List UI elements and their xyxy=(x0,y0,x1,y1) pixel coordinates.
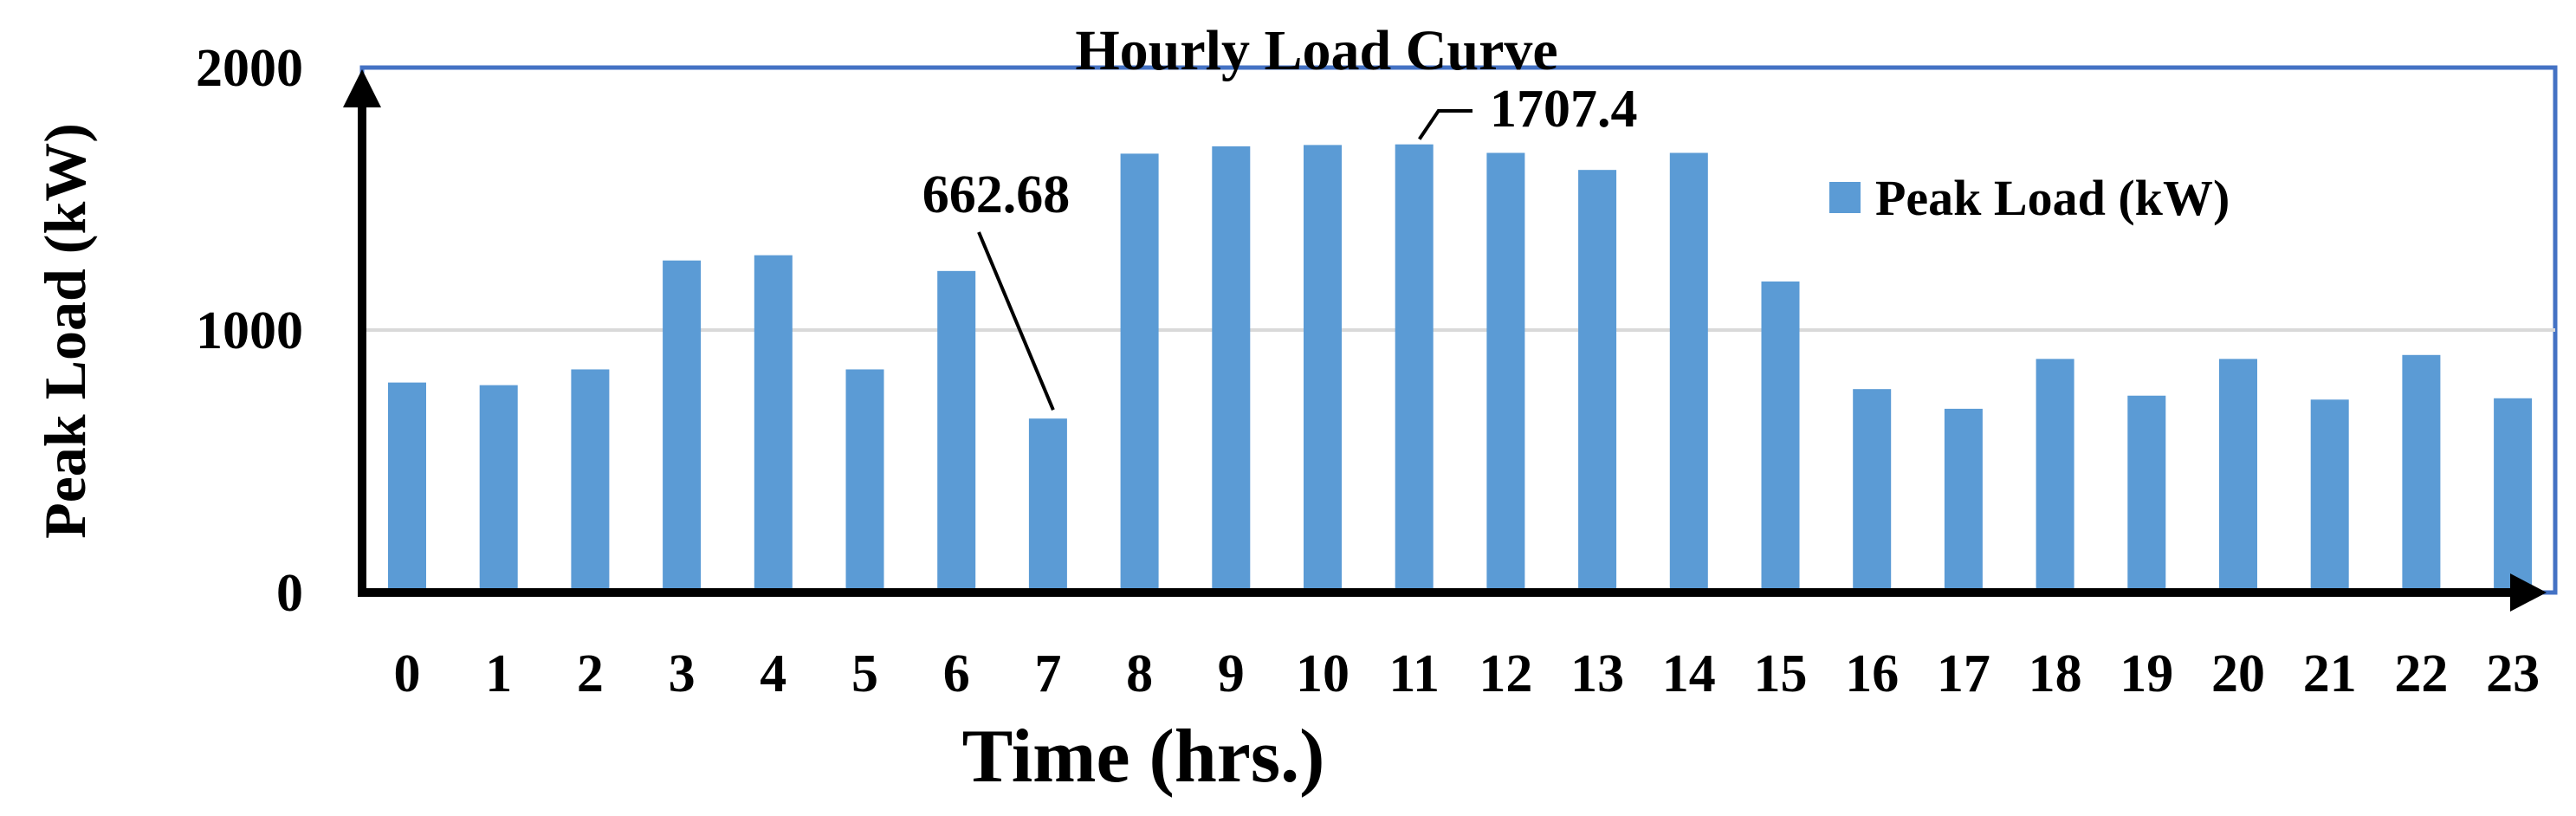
x-tick-label: 16 xyxy=(1845,644,1899,703)
bar-hour-7 xyxy=(1028,418,1067,593)
x-tick-label: 7 xyxy=(1034,644,1061,703)
bar-hour-6 xyxy=(937,270,976,593)
bar-hour-1 xyxy=(479,385,518,593)
bars-group xyxy=(388,144,2533,593)
bar-hour-8 xyxy=(1120,153,1159,593)
x-tick-labels: 0 1 2 3 4 5 6 7 8 9 10 11 12 13 14 15 16 17 18 19 20 21 22 23 xyxy=(394,644,2540,703)
bar-hour-19 xyxy=(2127,395,2166,593)
x-tick-label: 11 xyxy=(1388,644,1440,703)
chart-title: Hourly Load Curve xyxy=(1075,19,1557,82)
x-tick-label: 23 xyxy=(2486,644,2540,703)
x-tick-label: 3 xyxy=(669,644,696,703)
bar-hour-11 xyxy=(1395,144,1434,593)
y-axis-arrowhead xyxy=(343,69,381,107)
bar-hour-2 xyxy=(571,369,610,593)
bar-hour-0 xyxy=(388,382,426,593)
bar-hour-22 xyxy=(2402,354,2441,593)
bar-hour-21 xyxy=(2310,399,2349,593)
bar-hour-18 xyxy=(2036,359,2074,593)
x-tick-label: 13 xyxy=(1570,644,1624,703)
annotations-group: 662.68 1707.4 xyxy=(922,80,1638,411)
x-tick-label: 19 xyxy=(2120,644,2173,703)
x-tick-label: 21 xyxy=(2303,644,2357,703)
bar-hour-23 xyxy=(2494,398,2533,593)
x-tick-label: 4 xyxy=(760,644,786,703)
bar-hour-3 xyxy=(663,260,702,593)
data-label-hour-7: 662.68 xyxy=(922,165,1071,224)
x-tick-label: 20 xyxy=(2211,644,2265,703)
y-axis-title: Peak Load (kW) xyxy=(32,123,98,539)
bar-hour-20 xyxy=(2219,359,2257,593)
bar-hour-10 xyxy=(1304,145,1342,593)
x-tick-label: 10 xyxy=(1296,644,1349,703)
y-tick-label: 1000 xyxy=(196,301,303,360)
legend-swatch xyxy=(1829,182,1861,213)
bar-hour-16 xyxy=(1853,389,1892,593)
bar-hour-4 xyxy=(754,255,793,593)
bar-hour-12 xyxy=(1486,152,1525,593)
x-tick-label: 0 xyxy=(394,644,421,703)
x-tick-label: 15 xyxy=(1754,644,1808,703)
legend: Peak Load (kW) xyxy=(1829,170,2230,226)
x-tick-label: 22 xyxy=(2394,644,2448,703)
y-tick-label: 2000 xyxy=(196,39,303,98)
x-tick-label: 5 xyxy=(851,644,878,703)
y-tick-label: 0 xyxy=(276,564,303,623)
bar-hour-13 xyxy=(1578,170,1617,593)
legend-label: Peak Load (kW) xyxy=(1875,170,2230,226)
x-tick-label: 12 xyxy=(1479,644,1532,703)
annotation-leader-line xyxy=(977,231,1055,411)
data-label-hour-11: 1707.4 xyxy=(1490,80,1638,139)
x-tick-label: 18 xyxy=(2029,644,2082,703)
annotation-leader-line xyxy=(1418,109,1472,140)
x-tick-label: 6 xyxy=(943,644,970,703)
x-axis-title: Time (hrs.) xyxy=(962,715,1325,799)
x-tick-label: 2 xyxy=(577,644,604,703)
bar-hour-14 xyxy=(1669,152,1708,593)
y-tick-labels: 0 1000 2000 xyxy=(196,39,303,623)
bar-hour-15 xyxy=(1761,281,1800,593)
x-tick-label: 9 xyxy=(1218,644,1245,703)
x-tick-label: 17 xyxy=(1937,644,1990,703)
bar-hour-17 xyxy=(1944,408,1983,593)
bar-hour-9 xyxy=(1212,146,1251,593)
x-axis-arrowhead xyxy=(2510,573,2547,612)
bar-hour-5 xyxy=(845,369,884,593)
x-tick-label: 14 xyxy=(1662,644,1716,703)
x-tick-label: 1 xyxy=(485,644,512,703)
x-tick-label: 8 xyxy=(1126,644,1153,703)
